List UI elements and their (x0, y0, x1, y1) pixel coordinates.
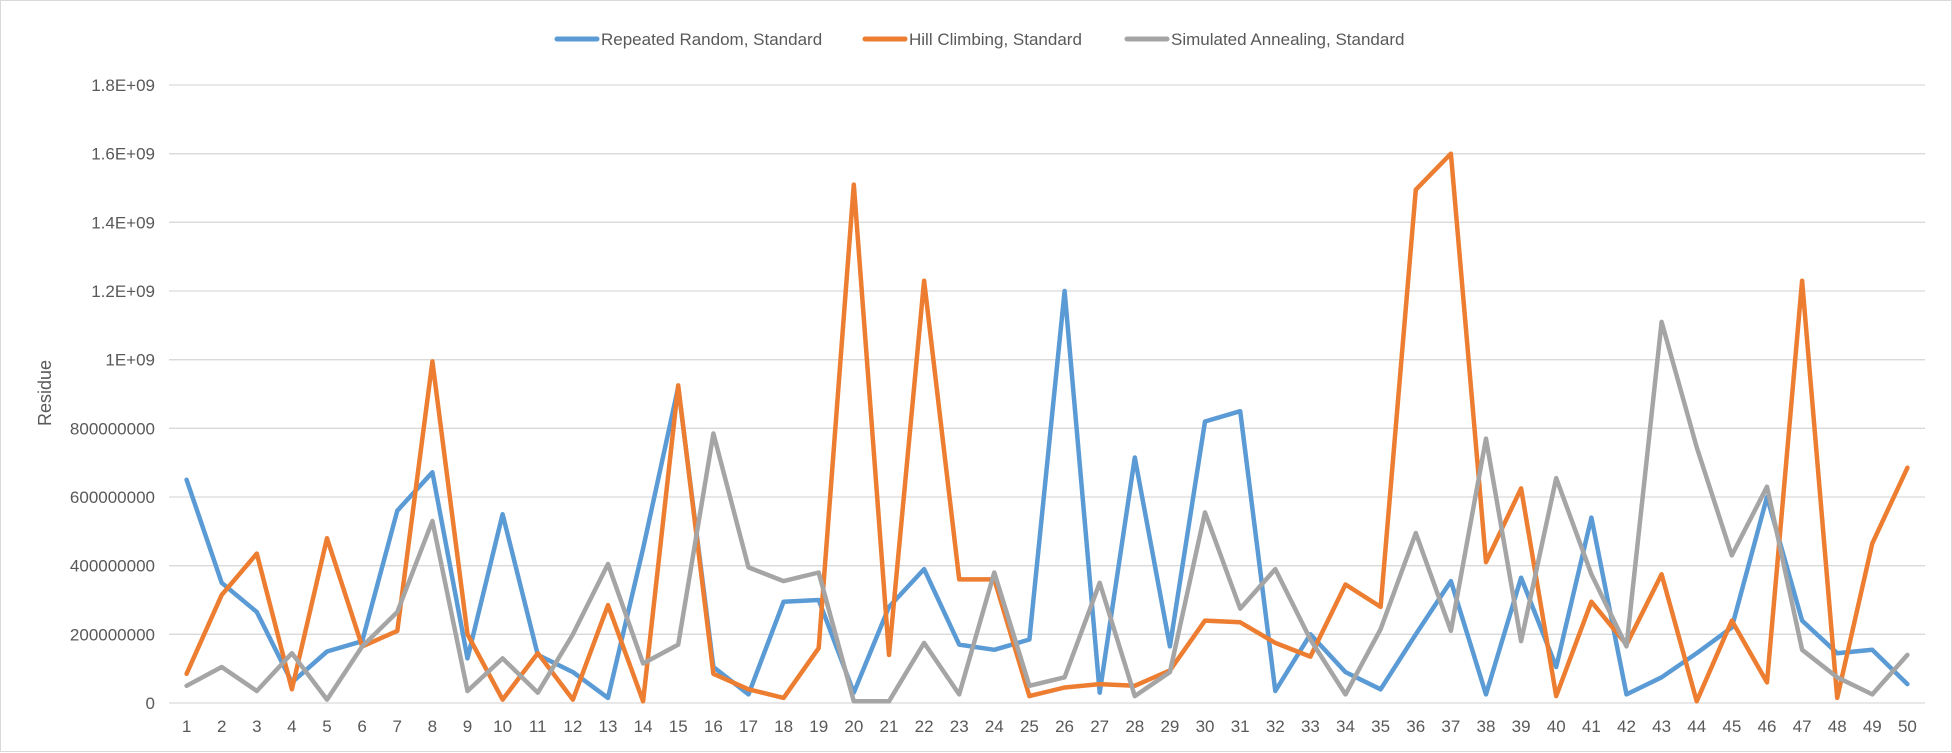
x-tick-label: 6 (357, 717, 366, 736)
series-lines (184, 151, 1910, 704)
x-tick-label: 27 (1090, 717, 1109, 736)
x-tick-label: 15 (669, 717, 688, 736)
x-tick-label: 22 (915, 717, 934, 736)
y-axis-tick-labels: 0 200000000 400000000 600000000 800000000 1E+… (70, 76, 155, 713)
x-tick-label: 9 (463, 717, 472, 736)
x-tick-label: 21 (879, 717, 898, 736)
x-tick-label: 36 (1406, 717, 1425, 736)
x-tick-label: 23 (950, 717, 969, 736)
x-tick-label: 17 (739, 717, 758, 736)
x-tick-label: 12 (563, 717, 582, 736)
x-tick-label: 25 (1020, 717, 1039, 736)
x-tick-label: 10 (493, 717, 512, 736)
x-tick-label: 42 (1617, 717, 1636, 736)
y-tick-label: 1.8E+09 (91, 76, 155, 95)
x-tick-label: 39 (1512, 717, 1531, 736)
x-tick-label: 35 (1371, 717, 1390, 736)
x-axis-tick-labels: 1 2 3 4 5 6 7 8 9 10 11 12 13 14 15 16 17 18 19 20 21 22 23 24 2… (182, 717, 1917, 736)
x-tick-label: 34 (1336, 717, 1355, 736)
x-tick-label: 44 (1687, 717, 1706, 736)
x-tick-label: 19 (809, 717, 828, 736)
x-tick-label: 28 (1125, 717, 1144, 736)
legend-label: Simulated Annealing, Standard (1171, 30, 1404, 49)
x-tick-label: 20 (844, 717, 863, 736)
x-tick-label: 46 (1757, 717, 1776, 736)
x-tick-label: 48 (1828, 717, 1847, 736)
x-tick-label: 41 (1582, 717, 1601, 736)
x-tick-label: 4 (287, 717, 296, 736)
legend-label: Repeated Random, Standard (601, 30, 822, 49)
x-tick-label: 16 (704, 717, 723, 736)
y-tick-label: 1.2E+09 (91, 282, 155, 301)
x-tick-label: 14 (634, 717, 653, 736)
x-tick-label: 24 (985, 717, 1004, 736)
x-tick-label: 8 (428, 717, 437, 736)
series-line-1 (184, 288, 1910, 701)
legend: Repeated Random, Standard Hill Climbing, … (554, 30, 1404, 49)
series-line-3 (184, 319, 1910, 704)
x-tick-label: 5 (322, 717, 331, 736)
y-tick-label: 200000000 (70, 625, 155, 644)
y-tick-label: 0 (146, 694, 155, 713)
x-tick-label: 26 (1055, 717, 1074, 736)
y-tick-label: 800000000 (70, 419, 155, 438)
x-tick-label: 11 (529, 717, 547, 736)
y-tick-label: 600000000 (70, 488, 155, 507)
x-tick-label: 31 (1231, 717, 1250, 736)
y-tick-label: 1E+09 (105, 351, 155, 370)
x-tick-label: 33 (1301, 717, 1320, 736)
x-tick-label: 7 (393, 717, 402, 736)
x-tick-label: 47 (1793, 717, 1812, 736)
x-tick-label: 37 (1441, 717, 1460, 736)
y-tick-label: 1.4E+09 (91, 213, 155, 232)
legend-label: Hill Climbing, Standard (909, 30, 1082, 49)
x-tick-label: 3 (252, 717, 261, 736)
y-tick-label: 400000000 (70, 557, 155, 576)
y-tick-label: 1.6E+09 (91, 145, 155, 164)
x-tick-label: 30 (1196, 717, 1215, 736)
x-tick-label: 2 (217, 717, 226, 736)
x-tick-label: 43 (1652, 717, 1671, 736)
x-tick-label: 40 (1547, 717, 1566, 736)
x-tick-label: 18 (774, 717, 793, 736)
x-tick-label: 49 (1863, 717, 1882, 736)
x-tick-label: 45 (1722, 717, 1741, 736)
x-tick-label: 29 (1160, 717, 1179, 736)
x-tick-label: 13 (599, 717, 618, 736)
x-tick-label: 38 (1477, 717, 1496, 736)
gridlines (169, 84, 1925, 704)
x-tick-label: 50 (1898, 717, 1917, 736)
x-tick-label: 32 (1266, 717, 1285, 736)
y-axis-title: Residue (35, 360, 55, 426)
x-tick-label: 1 (182, 717, 191, 736)
